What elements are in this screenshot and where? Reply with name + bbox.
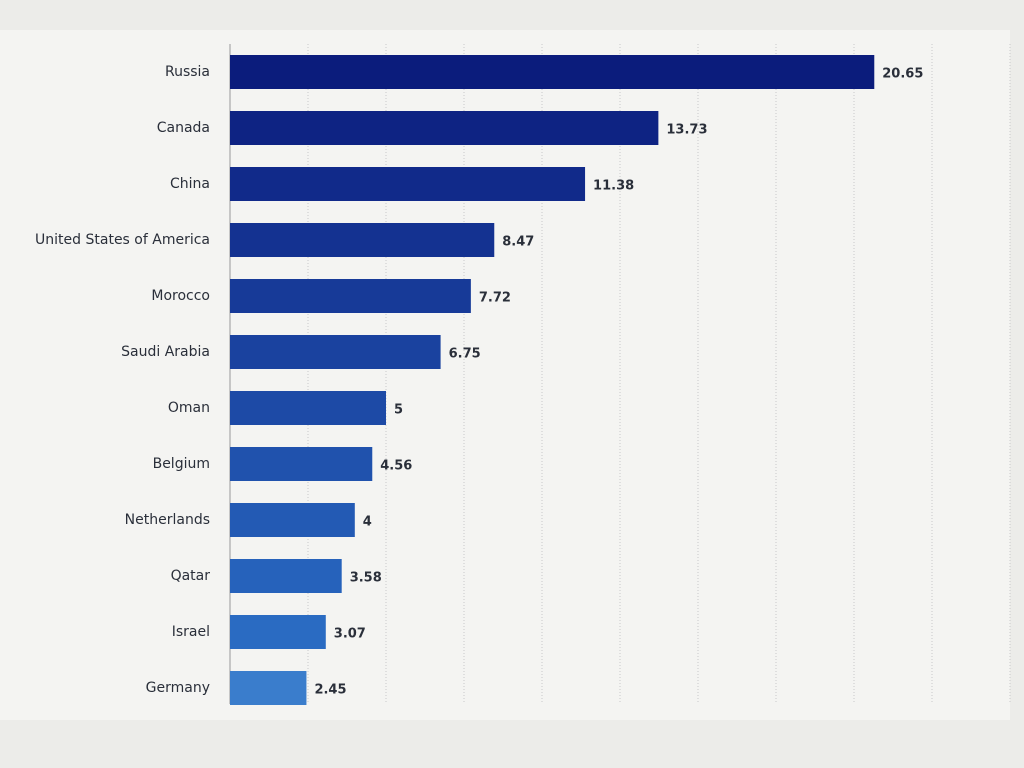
y-tick-label: Canada [157,120,210,136]
value-label: 7.72 [479,291,511,306]
value-label: 3.07 [334,627,366,642]
y-tick-label: Netherlands [125,512,210,528]
y-tick-label: China [170,176,210,192]
bar [230,671,307,705]
y-tick-label: Morocco [151,288,210,304]
bar [230,391,386,425]
bar [230,223,495,257]
bar [230,447,373,481]
y-tick-label: Saudi Arabia [121,344,210,360]
y-tick-label: Germany [146,680,210,696]
value-label: 4.56 [380,459,412,474]
value-label: 6.75 [449,347,481,362]
bar [230,279,471,313]
y-tick-label: Belgium [153,456,210,472]
bar [230,559,342,593]
value-label: 5 [394,403,403,418]
value-label: 3.58 [350,571,382,586]
value-label: 11.38 [593,179,634,194]
bar [230,335,441,369]
value-label: 8.47 [502,235,534,250]
bar [230,111,659,145]
value-label: 4 [363,515,372,530]
bar [230,55,875,89]
y-tick-label: Qatar [171,568,211,584]
y-tick-label: Russia [165,64,210,80]
y-tick-label: Oman [168,400,210,416]
value-label: 2.45 [314,683,346,698]
bar [230,167,586,201]
y-tick-label: United States of America [35,232,210,248]
bar [230,503,355,537]
value-label: 13.73 [666,123,707,138]
value-label: 20.65 [882,67,923,82]
bar [230,615,326,649]
y-tick-label: Israel [172,624,210,640]
